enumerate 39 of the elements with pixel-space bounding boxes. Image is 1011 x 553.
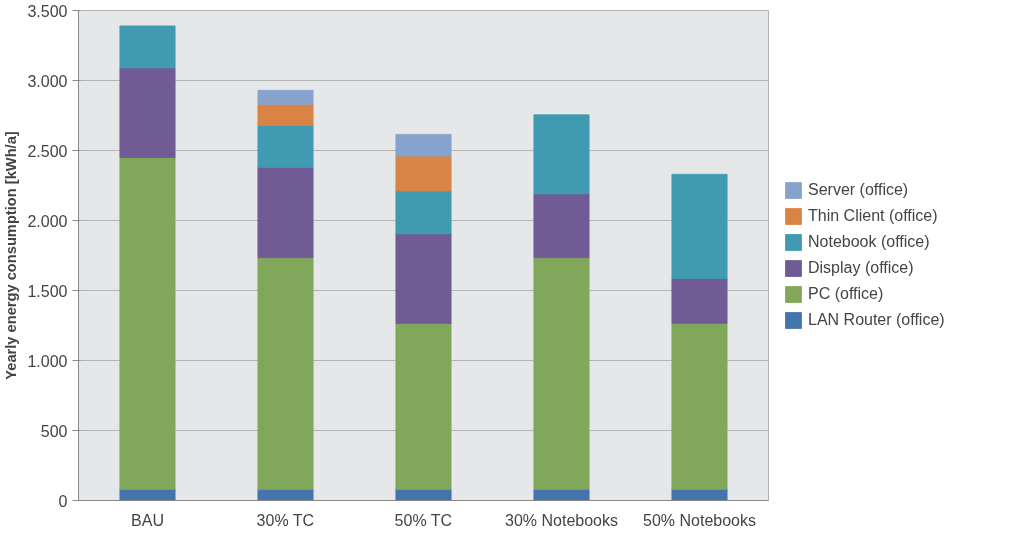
legend-label: PC (office) — [808, 285, 884, 303]
bar — [119, 25, 176, 69]
legend-label: Display (office) — [808, 259, 914, 277]
y-tick-label: 500 — [40, 422, 68, 440]
bar — [395, 133, 452, 157]
y-tick-label: 2.000 — [27, 212, 68, 230]
legend-label: Server (office) — [808, 181, 909, 199]
bar — [671, 173, 728, 280]
y-tick-label: 1.000 — [27, 352, 68, 370]
x-tick-label: 50% Notebooks — [643, 511, 756, 529]
legend-label: Thin Client (office) — [808, 207, 938, 225]
bar — [395, 322, 452, 490]
legend-label: LAN Router (office) — [808, 311, 945, 329]
bar — [119, 157, 176, 490]
bar — [533, 193, 590, 259]
bar — [533, 114, 590, 195]
bar — [395, 190, 452, 235]
bar — [257, 166, 314, 259]
legend-label: Notebook (office) — [808, 233, 930, 251]
bar — [395, 155, 452, 192]
x-tick-label: 30% TC — [256, 511, 315, 529]
x-tick-label: 30% Notebooks — [505, 511, 618, 529]
x-tick-label: BAU — [131, 511, 164, 529]
bar — [671, 278, 728, 324]
y-tick-label: 3.000 — [27, 72, 68, 90]
bar — [257, 89, 314, 105]
bar — [671, 322, 728, 490]
bar — [257, 124, 314, 168]
y-tick-label: 0 — [58, 492, 68, 510]
y-tick-label: 3.500 — [27, 2, 68, 20]
bar — [257, 103, 314, 126]
bar — [119, 67, 176, 158]
x-tick-label: 50% TC — [394, 511, 453, 529]
bar — [257, 257, 314, 490]
y-tick-label: 1.500 — [27, 282, 68, 300]
bar — [533, 257, 590, 490]
bar — [395, 233, 452, 324]
y-tick-label: 2.500 — [27, 142, 68, 160]
y-axis-title: Yearly energy consumption [kWh/a] — [3, 131, 20, 380]
